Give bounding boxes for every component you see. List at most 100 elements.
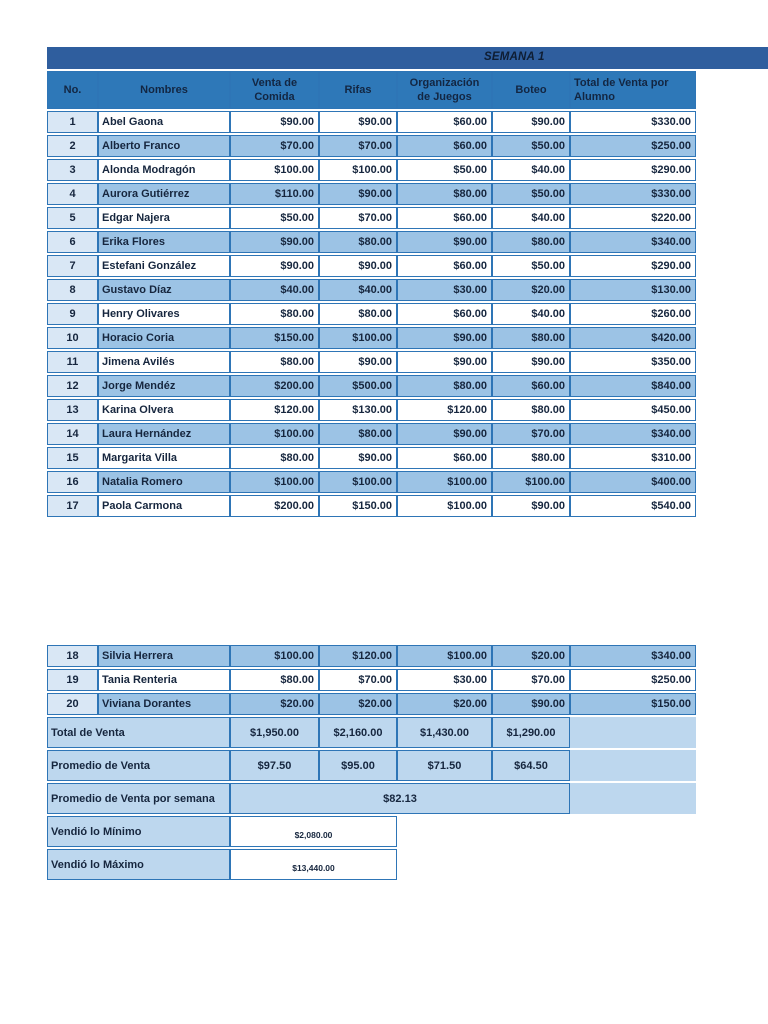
- juegos-cell: $90.00: [397, 423, 492, 445]
- total-alumno-cell: $350.00: [570, 351, 696, 373]
- row-number-cell: 2: [47, 135, 98, 157]
- row-number-cell: 11: [47, 351, 98, 373]
- row-number-cell: 16: [47, 471, 98, 493]
- empty-cell: [570, 750, 696, 781]
- total-alumno-cell: $340.00: [570, 645, 696, 667]
- total-rifas: $2,160.00: [319, 717, 397, 748]
- boteo-cell: $20.00: [492, 279, 570, 301]
- summary-section: Total de Venta $1,950.00 $2,160.00 $1,43…: [47, 717, 696, 880]
- boteo-cell: $80.00: [492, 327, 570, 349]
- total-venta-comida: $1,950.00: [230, 717, 319, 748]
- promedio-de-venta-row: Promedio de Venta $97.50 $95.00 $71.50 $…: [47, 750, 696, 781]
- col-header-no: No.: [47, 71, 98, 109]
- venta-comida-cell: $50.00: [230, 207, 319, 229]
- venta-comida-cell: $20.00: [230, 693, 319, 715]
- student-name-cell: Laura Hernández: [98, 423, 230, 445]
- juegos-cell: $80.00: [397, 183, 492, 205]
- vendio-maximo-row: Vendió lo Máximo $13,440.00: [47, 849, 696, 880]
- total-alumno-cell: $250.00: [570, 669, 696, 691]
- student-row: 20 Viviana Dorantes $20.00 $20.00 $20.00 $90.…: [47, 693, 696, 715]
- total-alumno-cell: $250.00: [570, 135, 696, 157]
- student-name-cell: Abel Gaona: [98, 111, 230, 133]
- row-number-cell: 12: [47, 375, 98, 397]
- vendio-minimo-row: Vendió lo Mínimo $2,080.00: [47, 816, 696, 847]
- total-alumno-cell: $130.00: [570, 279, 696, 301]
- boteo-cell: $90.00: [492, 351, 570, 373]
- total-alumno-cell: $310.00: [570, 447, 696, 469]
- promedio-por-semana-row: Promedio de Venta por semana $82.13: [47, 783, 696, 814]
- boteo-cell: $40.00: [492, 207, 570, 229]
- student-row: 18 Silvia Herrera $100.00 $120.00 $100.00 $20…: [47, 645, 696, 667]
- venta-comida-cell: $150.00: [230, 327, 319, 349]
- student-row: 5 Edgar Najera $50.00 $70.00 $60.00 $40.00 $22…: [47, 207, 696, 229]
- row-number-cell: 3: [47, 159, 98, 181]
- venta-comida-cell: $200.00: [230, 495, 319, 517]
- rifas-cell: $130.00: [319, 399, 397, 421]
- rifas-cell: $100.00: [319, 471, 397, 493]
- venta-comida-cell: $100.00: [230, 159, 319, 181]
- student-row: 15 Margarita Villa $80.00 $90.00 $60.00 $80.0…: [47, 447, 696, 469]
- student-row: 1 Abel Gaona $90.00 $90.00 $60.00 $90.00 $330.…: [47, 111, 696, 133]
- total-boteo: $1,290.00: [492, 717, 570, 748]
- student-row: 3 Alonda Modragón $100.00 $100.00 $50.00 $40.…: [47, 159, 696, 181]
- venta-comida-cell: $40.00: [230, 279, 319, 301]
- student-row: 17 Paola Carmona $200.00 $150.00 $100.00 $90.…: [47, 495, 696, 517]
- student-name-cell: Erika Flores: [98, 231, 230, 253]
- venta-comida-cell: $80.00: [230, 303, 319, 325]
- promedio-boteo: $64.50: [492, 750, 570, 781]
- juegos-cell: $30.00: [397, 279, 492, 301]
- row-number-cell: 17: [47, 495, 98, 517]
- juegos-cell: $20.00: [397, 693, 492, 715]
- boteo-cell: $60.00: [492, 375, 570, 397]
- juegos-cell: $60.00: [397, 207, 492, 229]
- col-header-rifas: Rifas: [319, 71, 397, 109]
- boteo-cell: $40.00: [492, 303, 570, 325]
- rifas-cell: $20.00: [319, 693, 397, 715]
- total-alumno-cell: $340.00: [570, 423, 696, 445]
- rifas-cell: $120.00: [319, 645, 397, 667]
- student-row: 8 Gustavo Díaz $40.00 $40.00 $30.00 $20.00 $13…: [47, 279, 696, 301]
- boteo-cell: $90.00: [492, 111, 570, 133]
- empty-cell: [397, 849, 696, 880]
- juegos-cell: $100.00: [397, 645, 492, 667]
- vendio-maximo-label: Vendió lo Máximo: [47, 849, 230, 880]
- promedio-rifas: $95.00: [319, 750, 397, 781]
- boteo-cell: $80.00: [492, 231, 570, 253]
- vendio-maximo-value: $13,440.00: [230, 849, 397, 880]
- boteo-cell: $80.00: [492, 447, 570, 469]
- student-name-cell: Silvia Herrera: [98, 645, 230, 667]
- rifas-cell: $150.00: [319, 495, 397, 517]
- venta-comida-cell: $80.00: [230, 351, 319, 373]
- rifas-cell: $80.00: [319, 423, 397, 445]
- total-alumno-cell: $220.00: [570, 207, 696, 229]
- student-name-cell: Edgar Najera: [98, 207, 230, 229]
- empty-cell: [570, 783, 696, 814]
- rifas-cell: $70.00: [319, 669, 397, 691]
- rifas-cell: $90.00: [319, 351, 397, 373]
- student-row: 9 Henry Olivares $80.00 $80.00 $60.00 $40.00 $…: [47, 303, 696, 325]
- juegos-cell: $60.00: [397, 303, 492, 325]
- rifas-cell: $100.00: [319, 159, 397, 181]
- total-de-venta-label: Total de Venta: [47, 717, 230, 748]
- juegos-cell: $60.00: [397, 255, 492, 277]
- row-number-cell: 13: [47, 399, 98, 421]
- table-header-row: No. Nombres Venta de Comida Rifas Organi…: [47, 71, 696, 109]
- student-row: 4 Aurora Gutiérrez $110.00 $90.00 $80.00 $50.…: [47, 183, 696, 205]
- total-alumno-cell: $150.00: [570, 693, 696, 715]
- total-alumno-cell: $840.00: [570, 375, 696, 397]
- student-name-cell: Gustavo Díaz: [98, 279, 230, 301]
- juegos-cell: $100.00: [397, 495, 492, 517]
- juegos-cell: $100.00: [397, 471, 492, 493]
- student-row: 10 Horacio Coria $150.00 $100.00 $90.00 $80.0…: [47, 327, 696, 349]
- col-header-total-venta-alumno: Total de Venta por Alumno: [570, 71, 696, 109]
- col-header-venta-comida: Venta de Comida: [230, 71, 319, 109]
- rifas-cell: $500.00: [319, 375, 397, 397]
- rifas-cell: $80.00: [319, 303, 397, 325]
- student-name-cell: Margarita Villa: [98, 447, 230, 469]
- student-row: 19 Tania Renteria $80.00 $70.00 $30.00 $70.00…: [47, 669, 696, 691]
- student-name-cell: Aurora Gutiérrez: [98, 183, 230, 205]
- student-row: 13 Karina Olvera $120.00 $130.00 $120.00 $80.…: [47, 399, 696, 421]
- juegos-cell: $50.00: [397, 159, 492, 181]
- total-de-venta-row: Total de Venta $1,950.00 $2,160.00 $1,43…: [47, 717, 696, 748]
